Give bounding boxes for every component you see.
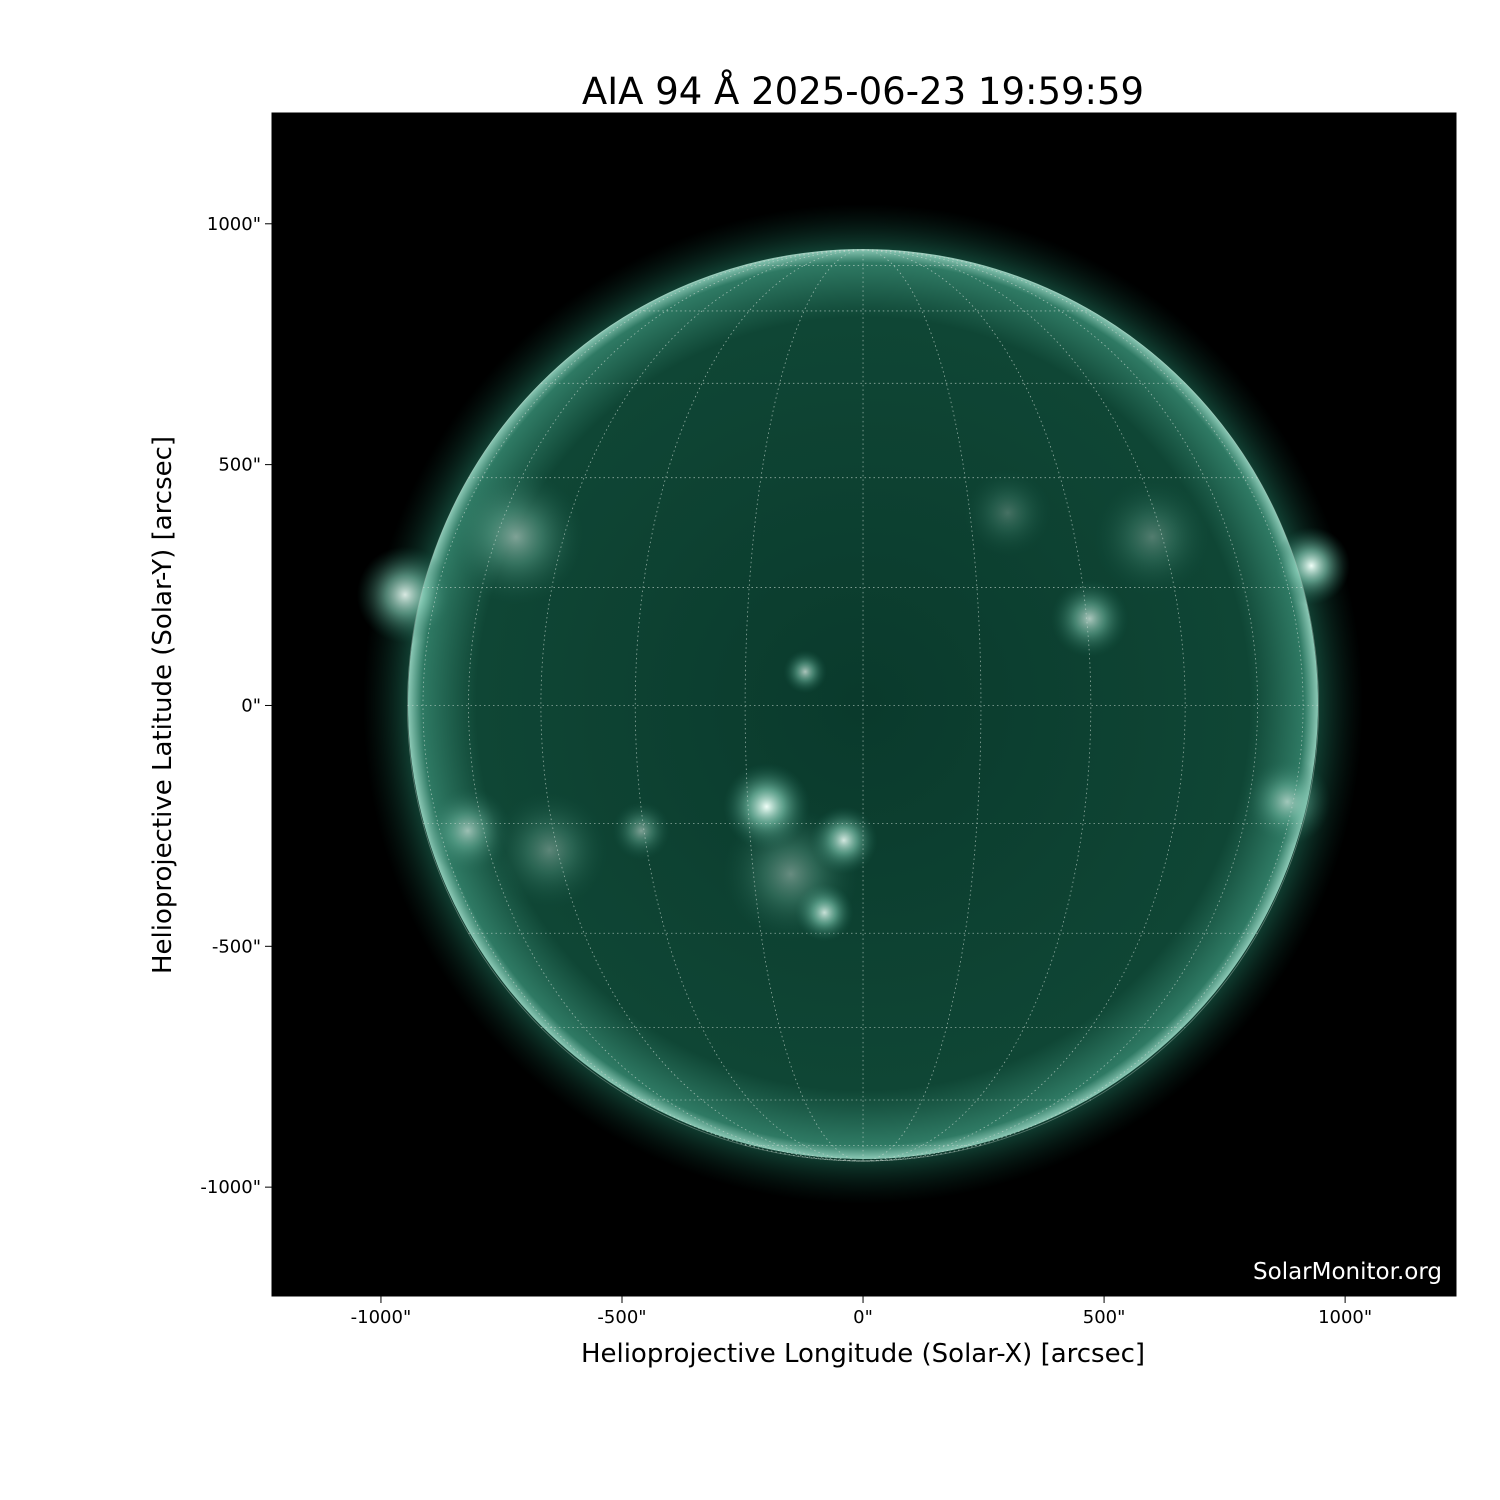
y-tick-label: -500": [212, 936, 261, 957]
bright-region: [1243, 758, 1331, 846]
y-tick-label: 1000": [207, 214, 261, 235]
y-axis: 1000" 500" 0" -500" -1000": [200, 214, 272, 1198]
y-tick-label: 0": [241, 695, 261, 716]
y-axis-label: Helioprojective Latitude (Solar-Y) [arcs…: [148, 436, 178, 974]
axes-frame: [271, 112, 1457, 1297]
limb-line: [407, 249, 1320, 1162]
bright-region: [1272, 527, 1350, 605]
bright-region: [783, 650, 827, 694]
image-area: SolarMonitor.org: [272, 113, 1456, 1296]
bright-region: [723, 806, 859, 942]
bright-region: [1094, 479, 1211, 595]
x-axis-label: Helioprojective Longitude (Solar-X) [arc…: [581, 1339, 1145, 1369]
bright-region: [1051, 580, 1129, 658]
bright-region: [491, 792, 608, 908]
x-tick-label: -1000": [351, 1307, 412, 1328]
bright-region: [612, 801, 671, 860]
x-tick-label: 1000": [1318, 1307, 1372, 1328]
x-axis: -1000" -500" 0" 500" 1000": [351, 1296, 1372, 1328]
y-tick-label: -1000": [200, 1177, 261, 1198]
active-regions: [356, 469, 1350, 942]
bright-region: [424, 787, 512, 875]
x-tick-label: 500": [1083, 1307, 1126, 1328]
bright-region: [356, 546, 454, 643]
solar-disk: [408, 249, 1318, 1159]
x-tick-label: 0": [853, 1307, 873, 1328]
chart-title: AIA 94 Å 2025-06-23 19:59:59: [582, 69, 1144, 113]
bright-region: [964, 469, 1052, 557]
heliographic-grid: [407, 249, 1320, 1162]
x-tick-label: -500": [597, 1307, 646, 1328]
watermark: SolarMonitor.org: [1253, 1259, 1442, 1285]
y-tick-label: 500": [218, 455, 261, 476]
bright-region: [448, 469, 584, 605]
